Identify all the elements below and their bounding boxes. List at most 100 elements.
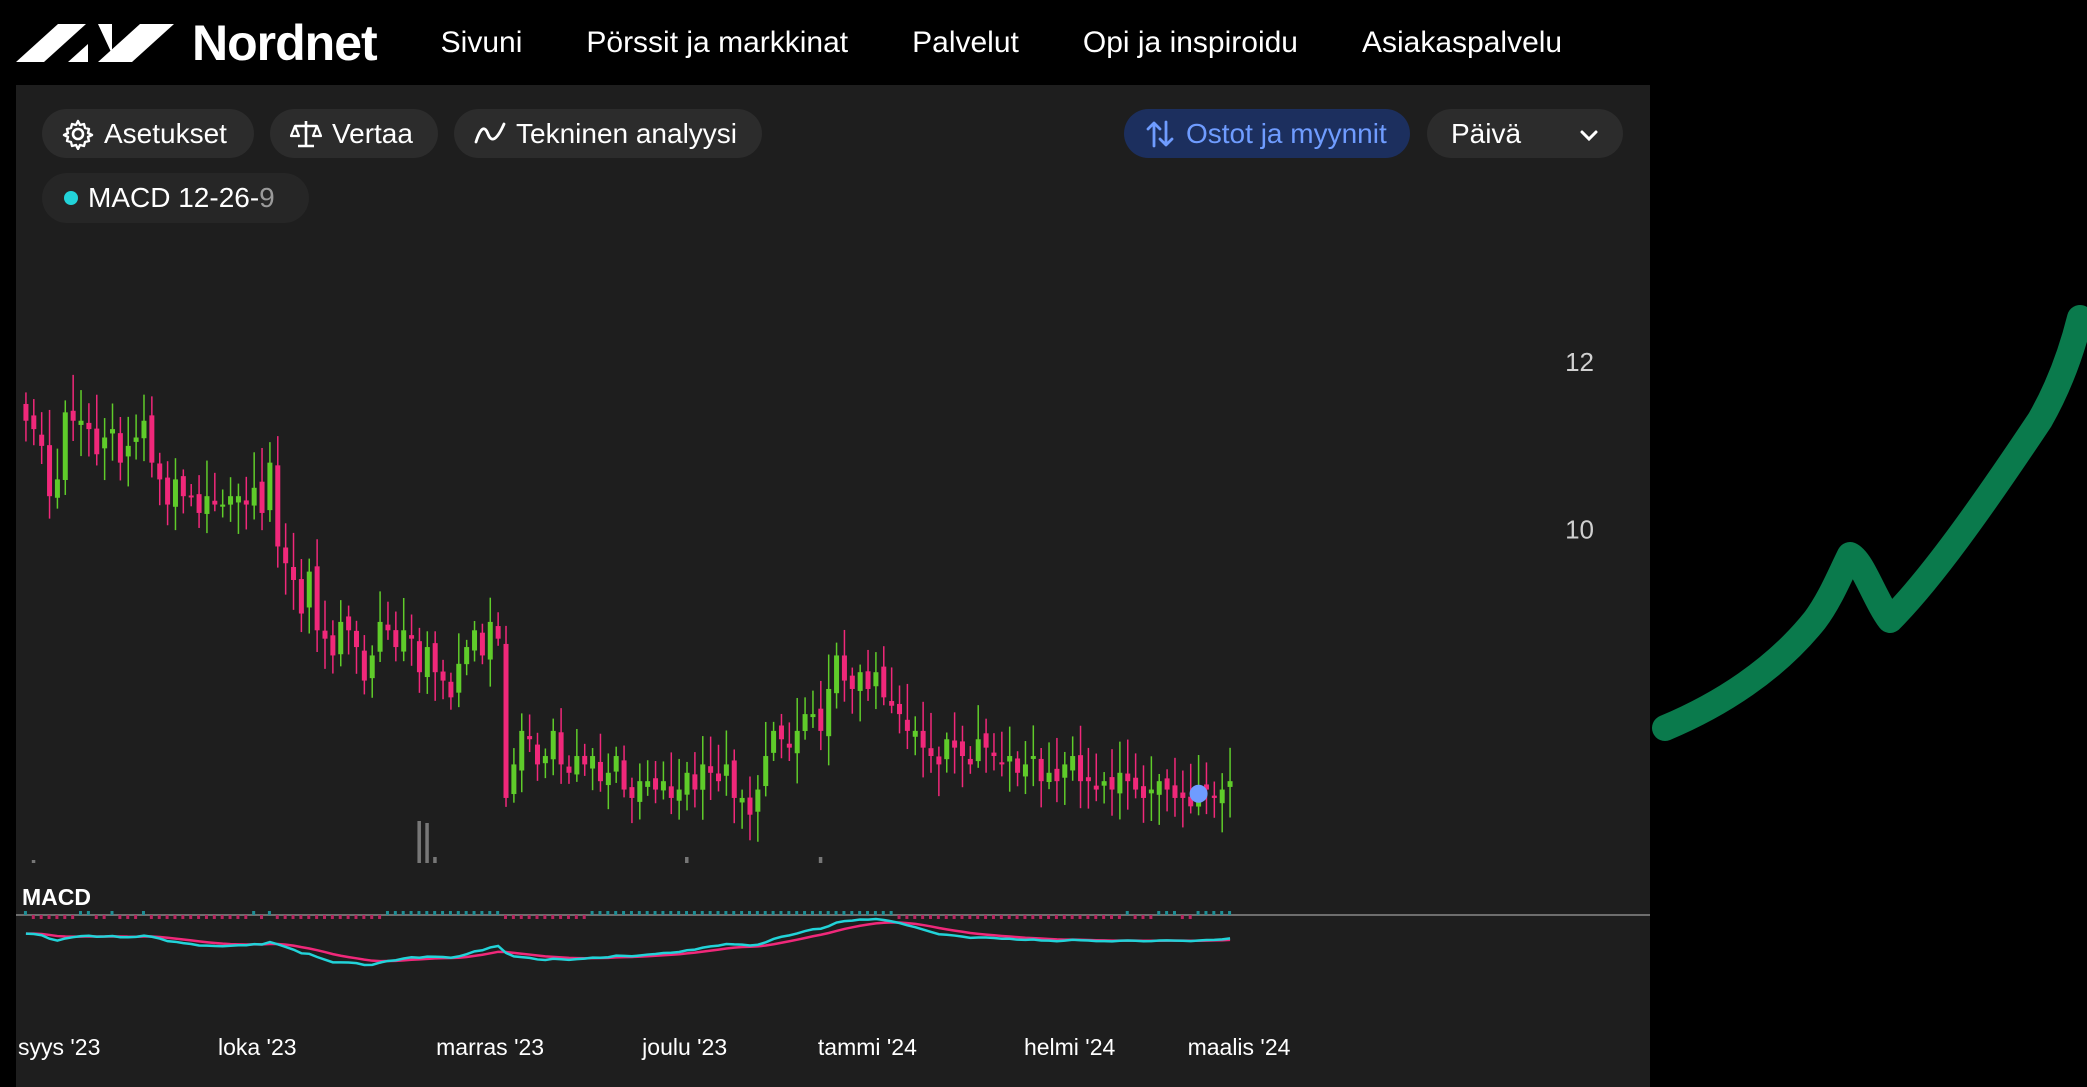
candle-body xyxy=(180,476,186,497)
macd-histogram-bar xyxy=(740,911,744,915)
macd-histogram-bar xyxy=(141,911,145,915)
macd-histogram-bar xyxy=(598,911,602,915)
candle-body xyxy=(306,571,312,608)
nordnet-logo[interactable]: Nordnet xyxy=(16,14,378,72)
macd-histogram-bar xyxy=(716,911,720,915)
candle-body xyxy=(1140,786,1146,798)
candle-body xyxy=(204,496,210,514)
macd-histogram-bar xyxy=(393,911,397,915)
macd-histogram-bar xyxy=(771,911,775,915)
x-axis-label: syys '23 xyxy=(18,1034,100,1060)
macd-histogram-bar xyxy=(1110,915,1114,919)
candle-body xyxy=(78,420,84,425)
candle-body xyxy=(393,630,399,648)
macd-histogram-bar xyxy=(1078,915,1082,919)
macd-histogram-bar xyxy=(614,911,618,915)
candle-body xyxy=(668,786,674,798)
macd-histogram-bar xyxy=(212,915,216,919)
period-select[interactable]: Päivä xyxy=(1427,109,1623,158)
candle-body xyxy=(818,708,824,731)
candle-body xyxy=(369,655,375,679)
candle-body xyxy=(1164,778,1170,790)
price-chart[interactable]: 12 10 MACD syys '23 loka '23 marras '23 joulu … xyxy=(16,85,1650,1087)
macd-histogram-bar xyxy=(629,911,633,915)
candle-body xyxy=(597,761,603,782)
candle-body xyxy=(692,774,698,790)
candle-body xyxy=(1156,781,1162,795)
macd-histogram-bar xyxy=(480,911,484,915)
macd-histogram-bar xyxy=(433,911,437,915)
macd-histogram-bar xyxy=(181,915,185,919)
candle-body xyxy=(1046,772,1052,783)
compare-button[interactable]: Vertaa xyxy=(270,109,438,158)
candle-body xyxy=(228,496,234,505)
candle-body xyxy=(448,681,454,698)
macd-histogram-bar xyxy=(952,915,956,919)
macd-histogram-bar xyxy=(315,915,319,919)
macd-histogram-bar xyxy=(991,915,995,919)
macd-histogram-bar xyxy=(441,911,445,915)
macd-histogram-bar xyxy=(472,911,476,915)
candle-body xyxy=(157,463,163,480)
nav-item-opi[interactable]: Opi ja inspiroidu xyxy=(1082,25,1298,59)
macd-histogram-bar xyxy=(1054,915,1058,919)
nav-menu: Sivuni Pörssit ja markkinat Palvelut Opi… xyxy=(441,26,1626,60)
candle-body xyxy=(841,655,847,681)
candle-body xyxy=(86,422,92,430)
macd-histogram-bar xyxy=(220,915,224,919)
macd-histogram-bar xyxy=(448,911,452,915)
nav-item-sivuni[interactable]: Sivuni xyxy=(440,25,523,59)
macd-histogram-bar xyxy=(330,915,334,919)
candle-body xyxy=(928,748,934,757)
macd-histogram-bar xyxy=(1180,915,1184,919)
indicator-chip-macd[interactable]: MACD 12-26- 9 xyxy=(42,173,309,223)
nav-item-palvelut[interactable]: Palvelut xyxy=(912,25,1019,59)
candle-body xyxy=(1030,756,1036,759)
macd-histogram-bar xyxy=(999,915,1003,919)
macd-histogram-bar xyxy=(228,915,232,919)
macd-histogram-bar xyxy=(559,915,563,919)
macd-histogram-bar xyxy=(551,915,555,919)
macd-histogram-bar xyxy=(385,911,389,915)
candle-body xyxy=(794,730,800,754)
macd-histogram-bar xyxy=(110,911,114,915)
candle-body xyxy=(952,740,958,748)
candle-body xyxy=(70,410,76,421)
candle-body xyxy=(125,445,131,457)
macd-histogram-bar xyxy=(291,915,295,919)
candle-body xyxy=(550,730,556,760)
candle-body xyxy=(259,481,265,513)
macd-histogram-bar xyxy=(1188,915,1192,919)
candle-body xyxy=(857,672,863,691)
candle-body xyxy=(826,688,832,737)
candle-body xyxy=(834,655,840,694)
macd-histogram-bar xyxy=(370,915,374,919)
candle-body xyxy=(165,477,171,505)
candle-body xyxy=(653,778,659,790)
macd-histogram-bar xyxy=(94,915,98,919)
brand-name: Nordnet xyxy=(192,14,378,71)
macd-histogram-bar xyxy=(708,911,712,915)
candle-body xyxy=(747,797,753,815)
candle-body xyxy=(172,479,178,507)
candle-body xyxy=(330,635,336,656)
chart-toolbar: Asetukset Vertaa Tekninen analyysi Ostot… xyxy=(42,109,1642,159)
candle-body xyxy=(464,647,470,665)
candle-body xyxy=(409,635,415,639)
macd-histogram-bar xyxy=(1102,915,1106,919)
volume-bar xyxy=(425,823,429,863)
macd-histogram-bar xyxy=(1094,915,1098,919)
nav-item-porssit[interactable]: Pörssit ja markkinat xyxy=(586,25,849,59)
candle-body xyxy=(1117,772,1123,794)
nav-item-asiakaspalvelu[interactable]: Asiakaspalvelu xyxy=(1361,25,1563,59)
period-select-value: Päivä xyxy=(1451,117,1522,149)
technical-analysis-button[interactable]: Tekninen analyysi xyxy=(454,109,762,158)
top-nav: Nordnet Sivuni Pörssit ja markkinat Palv… xyxy=(0,0,1650,85)
indicator-color-dot xyxy=(64,191,78,205)
macd-histogram-bar xyxy=(881,911,885,915)
macd-histogram-bar xyxy=(866,911,870,915)
settings-button[interactable]: Asetukset xyxy=(42,109,254,158)
trades-button[interactable]: Ostot ja myynnit xyxy=(1124,109,1410,158)
volume-bar xyxy=(685,857,689,863)
candle-body xyxy=(283,547,289,564)
